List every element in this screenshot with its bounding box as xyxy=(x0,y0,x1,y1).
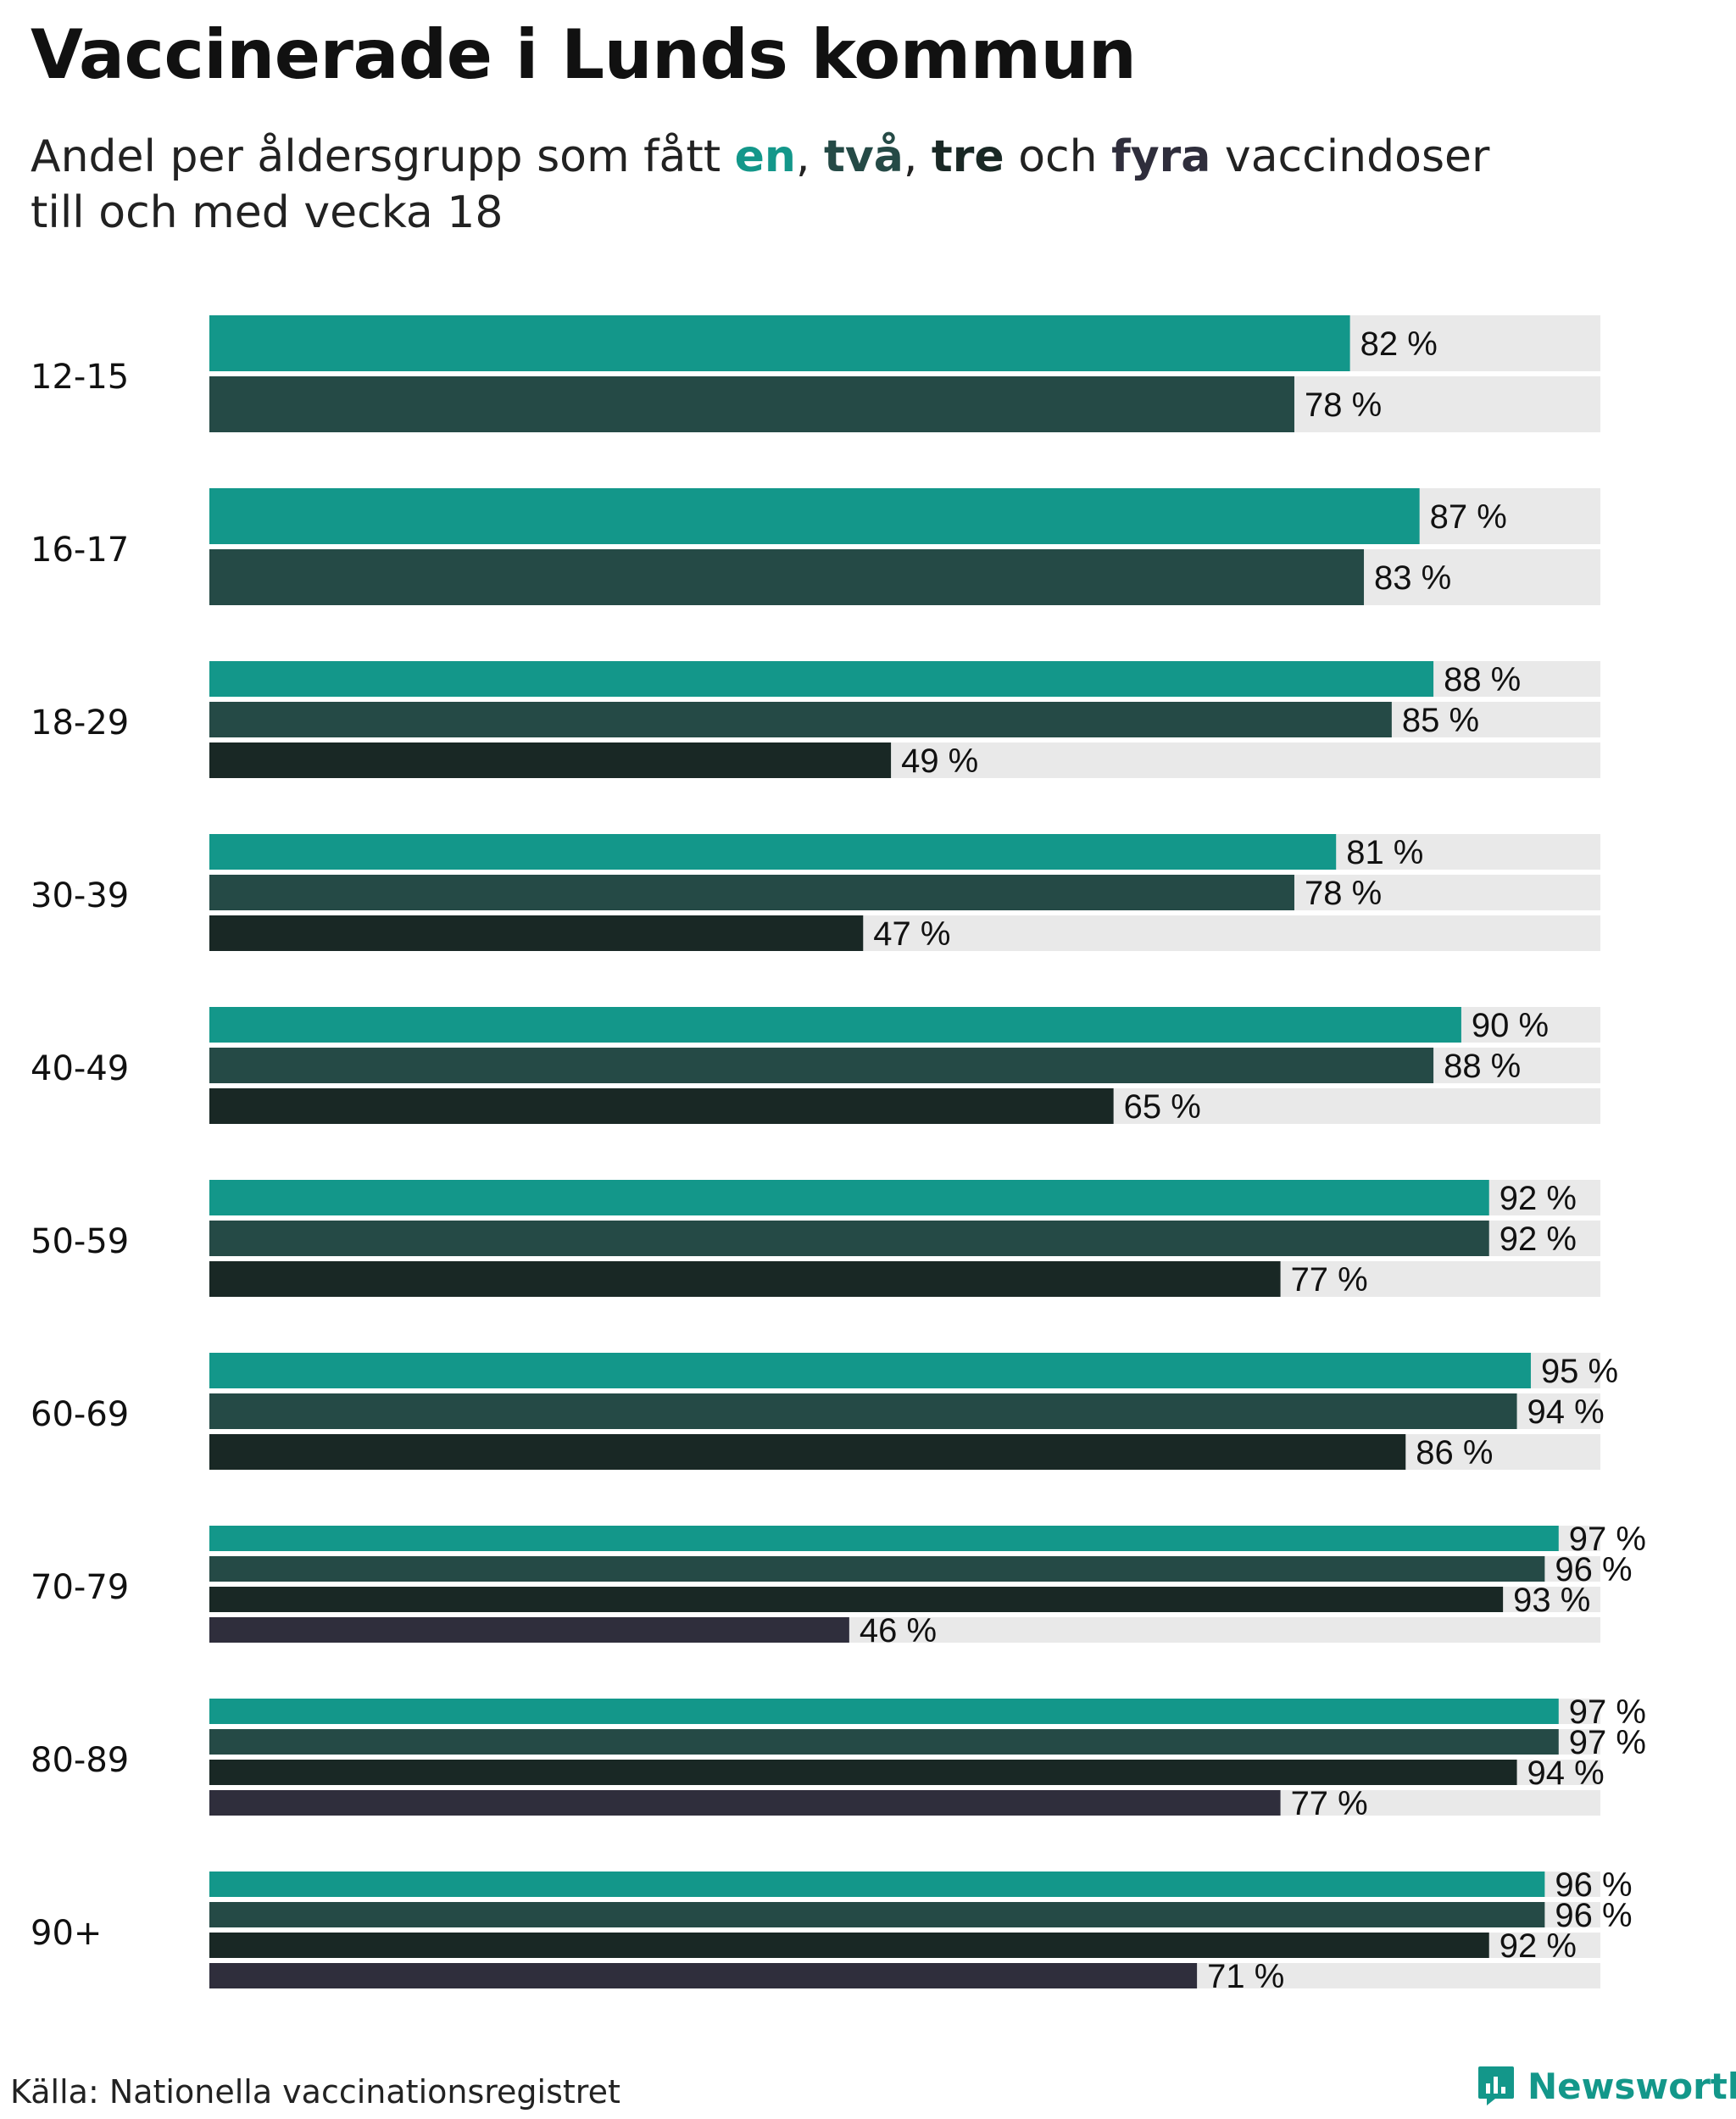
bar-två xyxy=(209,376,1294,432)
bar-value-label: 97 % xyxy=(1569,1521,1646,1558)
source-note: Källa: Nationella vaccinationsregistret xyxy=(10,2073,620,2111)
category-label: 16-17 xyxy=(31,531,129,570)
bar-value-label: 92 % xyxy=(1500,1221,1577,1258)
bar-två xyxy=(209,1393,1517,1429)
bar-en xyxy=(209,315,1350,371)
category-label: 60-69 xyxy=(31,1395,129,1434)
category-label: 40-49 xyxy=(31,1049,129,1088)
category-label: 30-39 xyxy=(31,876,129,915)
chart-title: Vaccinerade i Lunds kommun xyxy=(31,15,1137,94)
bar-value-label: 46 % xyxy=(860,1612,937,1649)
bar-value-label: 95 % xyxy=(1541,1353,1618,1390)
bar-value-label: 49 % xyxy=(901,742,978,780)
bar-två xyxy=(209,702,1392,737)
category-label: 18-29 xyxy=(31,704,129,742)
category-label: 50-59 xyxy=(31,1222,129,1261)
bar-tre xyxy=(209,1933,1489,1958)
bar-value-label: 94 % xyxy=(1527,1393,1605,1431)
bar-två xyxy=(209,1048,1434,1083)
bar-chart: 12-15 82 % 78 % 16-17 87 % 83 % 18-29 88 % 85 % 4… xyxy=(31,315,1646,1995)
bar-tre xyxy=(209,915,864,951)
subtitle-sep-1: , xyxy=(795,131,825,182)
bar-value-label: 90 % xyxy=(1472,1007,1549,1044)
brand-logo: Newsworthy xyxy=(1477,2065,1736,2107)
legend-dose-1: en xyxy=(734,131,796,182)
bar-en xyxy=(209,1353,1531,1388)
bar-value-label: 92 % xyxy=(1500,1927,1577,1965)
newsworthy-logo-icon xyxy=(1478,2066,1514,2105)
bar-value-label: 83 % xyxy=(1374,559,1451,597)
bar-en xyxy=(209,1180,1489,1215)
bar-fyra xyxy=(209,1790,1281,1816)
bar-en xyxy=(209,488,1420,544)
bar-tre xyxy=(209,1587,1504,1612)
bar-value-label: 88 % xyxy=(1444,1048,1521,1085)
bar-value-label: 97 % xyxy=(1569,1694,1646,1731)
category-label: 80-89 xyxy=(31,1741,129,1780)
bar-tre xyxy=(209,1760,1517,1785)
bar-en xyxy=(209,1007,1461,1043)
bar-value-label: 85 % xyxy=(1402,702,1479,739)
bar-tre xyxy=(209,1261,1281,1297)
bar-value-label: 47 % xyxy=(873,915,950,953)
bar-value-label: 78 % xyxy=(1305,387,1382,424)
bar-fyra xyxy=(209,1963,1198,1988)
subtitle-sep-2: , xyxy=(903,131,932,182)
bar-en xyxy=(209,1699,1559,1724)
bar-value-label: 78 % xyxy=(1305,875,1382,912)
category-label: 12-15 xyxy=(31,358,129,397)
bar-value-label: 97 % xyxy=(1569,1724,1646,1761)
subtitle-prefix: Andel per åldersgrupp som fått xyxy=(31,131,735,182)
bar-value-label: 96 % xyxy=(1555,1866,1632,1904)
subtitle-mid: och xyxy=(1004,131,1112,182)
category-label: 90+ xyxy=(31,1914,102,1953)
bar-en xyxy=(209,661,1434,697)
legend-dose-2: två xyxy=(824,131,904,182)
brand-name: Newsworthy xyxy=(1527,2065,1736,2107)
legend-dose-3: tre xyxy=(931,131,1004,182)
bar-två xyxy=(209,1556,1545,1582)
chart-subtitle: Andel per åldersgrupp som fått en, två, … xyxy=(31,129,1641,241)
bar-två xyxy=(209,549,1365,605)
bar-value-label: 71 % xyxy=(1207,1958,1284,1995)
bar-två xyxy=(209,875,1294,910)
bar-value-label: 77 % xyxy=(1291,1785,1368,1822)
bar-två xyxy=(209,1902,1545,1927)
bar-value-label: 82 % xyxy=(1360,325,1438,363)
bar-value-label: 93 % xyxy=(1513,1582,1590,1619)
bar-fyra xyxy=(209,1617,849,1643)
bar-value-label: 92 % xyxy=(1500,1180,1577,1217)
bar-value-label: 65 % xyxy=(1124,1088,1201,1126)
bar-value-label: 77 % xyxy=(1291,1261,1368,1299)
bar-value-label: 96 % xyxy=(1555,1897,1632,1934)
bar-två xyxy=(209,1221,1489,1256)
bar-value-label: 87 % xyxy=(1430,498,1507,536)
bar-tre xyxy=(209,1088,1114,1124)
subtitle-line-2: till och med vecka 18 xyxy=(31,187,504,238)
category-label: 70-79 xyxy=(31,1568,129,1607)
bar-en xyxy=(209,1526,1559,1551)
bar-tre xyxy=(209,1434,1406,1470)
bar-value-label: 94 % xyxy=(1527,1755,1605,1792)
bar-en xyxy=(209,1872,1545,1897)
bar-value-label: 88 % xyxy=(1444,661,1521,698)
bar-tre xyxy=(209,742,892,778)
bar-två xyxy=(209,1729,1559,1755)
bar-en xyxy=(209,834,1337,870)
bar-value-label: 96 % xyxy=(1555,1551,1632,1588)
bar-value-label: 81 % xyxy=(1346,834,1423,871)
subtitle-suffix: vaccindoser xyxy=(1210,131,1490,182)
legend-dose-4: fyra xyxy=(1111,131,1211,182)
bar-value-label: 86 % xyxy=(1416,1434,1493,1471)
